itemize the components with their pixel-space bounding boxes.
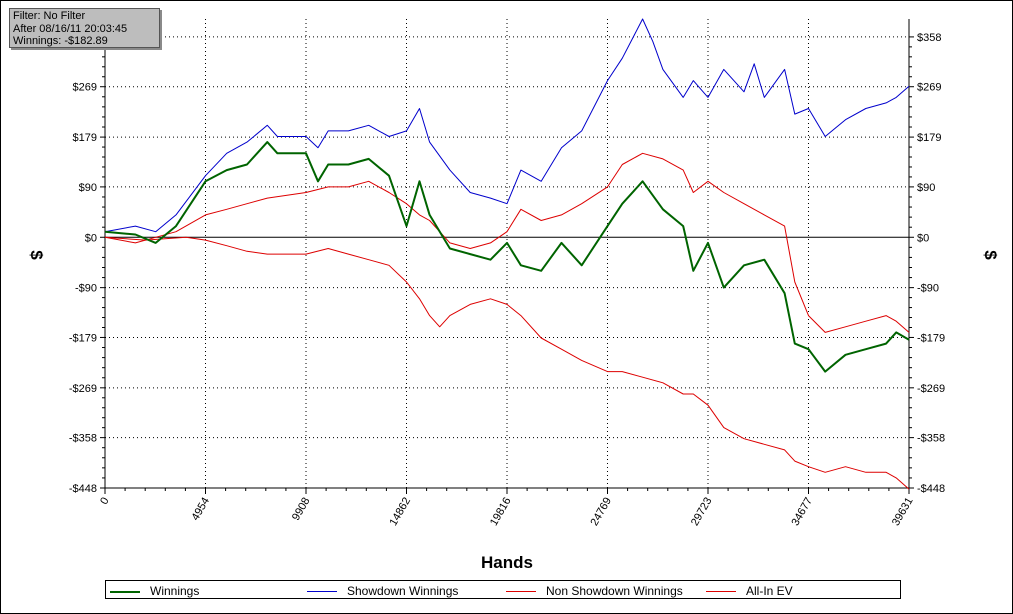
legend: Winnings Showdown Winnings Non Showdown … <box>105 580 901 599</box>
winnings-text: Winnings: -$182.89 <box>13 35 108 47</box>
x-tick-label: 14862 <box>387 496 413 528</box>
x-axis-label: Hands <box>481 553 533 572</box>
y-axis-label-left: $ <box>27 250 46 260</box>
x-tick-label: 19816 <box>488 496 514 528</box>
legend-label-winnings: Winnings <box>150 584 200 598</box>
y-tick-label-right: -$179 <box>917 332 945 344</box>
x-tick-label: 34677 <box>789 496 815 528</box>
y-tick-label-left: -$179 <box>69 332 97 344</box>
series-line-allin-ev <box>104 236 910 490</box>
legend-item-allin-ev: All-In EV <box>706 584 793 598</box>
x-tick-label: 24769 <box>588 496 614 528</box>
legend-swatch-winnings <box>110 590 140 593</box>
series-line-showdown <box>104 18 910 233</box>
y-tick-label-left: $179 <box>73 132 97 144</box>
winnings-chart: $358$358$269$269$179$179$90$90$0$0-$90-$… <box>27 18 1000 572</box>
y-tick-label-right: -$358 <box>917 433 945 445</box>
legend-label-non-showdown: Non Showdown Winnings <box>546 584 683 598</box>
grid-lines <box>105 19 909 489</box>
x-tick-label: 0 <box>98 496 111 507</box>
y-tick-label-left: $90 <box>79 182 97 194</box>
y-tick-label-right: $179 <box>917 132 941 144</box>
legend-item-non-showdown: Non Showdown Winnings <box>506 584 683 598</box>
legend-label-allin-ev: All-In EV <box>746 584 793 598</box>
y-tick-label-left: -$358 <box>69 433 97 445</box>
x-tick-label: 29723 <box>689 496 715 528</box>
y-tick-label-right: $0 <box>917 232 929 244</box>
x-tick-label: 39631 <box>890 496 916 528</box>
y-tick-label-right: $90 <box>917 182 935 194</box>
legend-item-showdown: Showdown Winnings <box>307 584 458 598</box>
y-tick-label-left: $269 <box>73 82 97 94</box>
y-tick-label-left: -$269 <box>69 383 97 395</box>
y-tick-label-right: -$448 <box>917 483 945 495</box>
legend-label-showdown: Showdown Winnings <box>347 584 459 598</box>
x-tick-label: 9908 <box>290 496 313 523</box>
y-tick-label-right: $358 <box>917 32 941 44</box>
x-tick-label: 4954 <box>189 496 212 523</box>
y-tick-label-left: -$448 <box>69 483 97 495</box>
legend-swatch-showdown <box>307 591 337 593</box>
y-tick-label-right: -$90 <box>917 283 939 295</box>
series-line-non-showdown <box>104 152 910 333</box>
y-axis-label-right: $ <box>981 250 1000 260</box>
y-tick-label-right: -$269 <box>917 383 945 395</box>
y-tick-label-left: -$90 <box>75 283 97 295</box>
legend-swatch-non-showdown <box>506 591 536 593</box>
series-line-winnings <box>104 141 910 373</box>
y-tick-label-right: $269 <box>917 82 941 94</box>
filter-text: Filter: No Filter <box>13 10 86 22</box>
filter-info-box: Filter: No Filter After 08/16/11 20:03:4… <box>9 8 160 48</box>
legend-item-winnings: Winnings <box>110 584 199 598</box>
axes <box>100 19 914 494</box>
y-tick-label-left: $0 <box>85 232 97 244</box>
after-date-text: After 08/16/11 20:03:45 <box>13 22 128 35</box>
legend-swatch-allin-ev <box>706 591 736 593</box>
series-lines <box>104 18 910 490</box>
